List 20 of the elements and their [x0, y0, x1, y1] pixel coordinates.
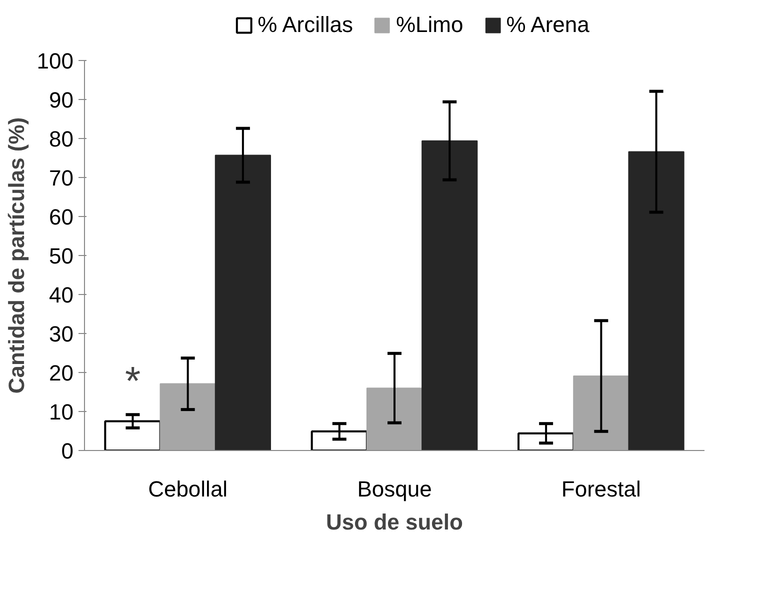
annotation: * [124, 360, 141, 404]
x-axis-title: Uso de suelo [326, 510, 463, 534]
y-tick-label: 80 [49, 126, 74, 152]
y-tick-label: 50 [49, 244, 74, 268]
x-tick-label: Bosque [357, 476, 432, 502]
y-axis-title: Cantidad de partículas (%) [4, 117, 29, 394]
legend-label: % Arcillas [258, 12, 353, 38]
y-tick-label: 70 [49, 166, 74, 190]
y-tick-label: 100 [36, 48, 74, 74]
y-tick-label: 90 [49, 88, 74, 112]
y-tick-label: 60 [49, 204, 74, 230]
y-tick-label: 20 [49, 360, 74, 386]
y-tick-label: 10 [49, 400, 74, 424]
y-tick-label: 30 [49, 322, 74, 346]
legend-label: % Arena [506, 12, 590, 38]
legend-label: %Limo [396, 12, 464, 38]
x-tick-label: Cebollal [148, 476, 228, 502]
y-tick-label: 0 [61, 438, 74, 464]
y-tick-label: 40 [49, 282, 74, 308]
x-tick-label: Forestal [561, 476, 641, 502]
